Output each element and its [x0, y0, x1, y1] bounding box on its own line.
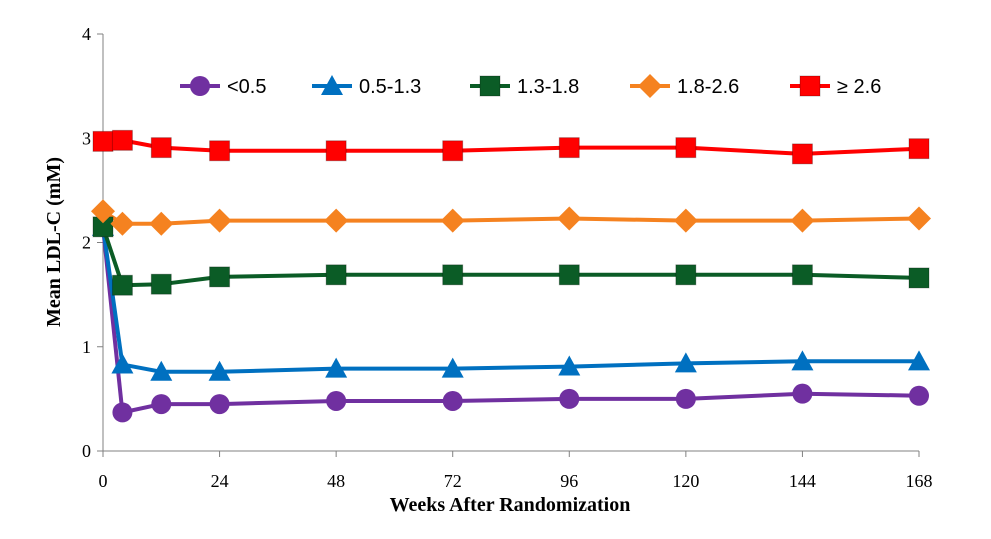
y-tick-label: 4 [82, 24, 91, 44]
x-tick-label: 48 [327, 471, 345, 491]
data-point-series-4 [558, 137, 580, 159]
legend-marker-1 [321, 75, 343, 95]
data-point-series-2 [209, 266, 231, 288]
data-point-series-1 [441, 357, 464, 378]
legend: <0.5 0.5-1.3 1.3-1.8 1.8-2.6 ≥ 2.6 [180, 74, 881, 98]
data-point-series-1 [325, 357, 348, 378]
axes: 0 1 2 3 4 0 24 48 72 96 120 144 168 [82, 24, 933, 491]
x-tick-label: 96 [560, 471, 578, 491]
data-point-series-1 [208, 360, 231, 381]
data-point-series-4 [442, 140, 464, 162]
data-point-series-3 [440, 208, 465, 233]
y-axis-title: Mean LDL-C (mM) [43, 157, 65, 327]
legend-marker-0 [190, 76, 210, 96]
legend-label-2: 1.3-1.8 [517, 76, 579, 98]
data-point-series-2 [442, 264, 464, 286]
data-point-series-4 [150, 137, 172, 159]
legend-label-4: ≥ 2.6 [837, 76, 881, 98]
series-line-4 [102, 138, 920, 156]
data-point-series-4 [209, 140, 231, 162]
data-point-series-3 [110, 211, 135, 236]
legend-label-1: 0.5-1.3 [359, 76, 421, 98]
data-point-series-1 [558, 355, 581, 376]
data-point-series-2 [791, 264, 813, 286]
data-point-series-0 [151, 394, 172, 415]
data-point-series-2 [675, 264, 697, 286]
data-point-series-1 [674, 352, 697, 373]
data-point-series-0 [792, 383, 813, 404]
data-point-series-3 [557, 206, 582, 231]
data-point-series-2 [150, 273, 172, 295]
x-axis-title: Weeks After Randomization [390, 494, 631, 516]
series-line-0 [101, 226, 920, 415]
data-point-series-1 [791, 350, 814, 371]
data-point-series-2 [111, 274, 133, 296]
legend-label-0: <0.5 [227, 76, 266, 98]
x-tick-label: 0 [99, 471, 108, 491]
data-point-series-2 [558, 264, 580, 286]
data-point-series-1 [111, 353, 134, 374]
series-lines [101, 138, 920, 415]
series-line-2 [101, 226, 920, 288]
data-point-series-0 [559, 388, 580, 409]
x-tick-label: 24 [211, 471, 229, 491]
data-point-series-1 [908, 350, 930, 371]
data-point-series-4 [92, 130, 114, 152]
data-point-series-4 [325, 140, 347, 162]
y-tick-label: 0 [82, 441, 91, 461]
legend-marker-3 [638, 74, 662, 98]
x-tick-label: 72 [444, 471, 462, 491]
data-point-series-0 [326, 390, 347, 411]
data-point-series-1 [150, 360, 173, 381]
data-point-series-0 [675, 388, 696, 409]
data-point-series-4 [675, 137, 697, 159]
data-point-series-4 [111, 129, 133, 151]
data-point-series-3 [91, 199, 115, 224]
x-tick-label: 168 [906, 471, 933, 491]
data-point-series-3 [907, 206, 931, 231]
y-tick-label: 2 [82, 233, 91, 253]
legend-marker-4 [799, 75, 821, 97]
series-markers [91, 129, 931, 423]
x-tick-label: 120 [672, 471, 699, 491]
legend-marker-2 [479, 75, 501, 97]
data-point-series-3 [149, 211, 174, 236]
series-line-3 [101, 209, 920, 226]
data-point-series-4 [791, 143, 813, 165]
y-tick-label: 3 [82, 128, 91, 148]
data-point-series-3 [673, 208, 698, 233]
series-line-1 [101, 226, 919, 374]
data-point-series-4 [908, 138, 930, 160]
data-point-series-3 [790, 208, 815, 233]
legend-label-3: 1.8-2.6 [677, 76, 739, 98]
x-tick-label: 144 [789, 471, 816, 491]
data-point-series-0 [442, 390, 463, 411]
data-point-series-2 [325, 264, 347, 286]
y-tick-label: 1 [82, 337, 91, 357]
data-point-series-0 [909, 385, 929, 406]
data-point-series-0 [112, 402, 133, 423]
data-point-series-3 [207, 208, 232, 233]
data-point-series-0 [209, 394, 230, 415]
data-point-series-3 [324, 208, 349, 233]
data-point-series-2 [908, 267, 930, 289]
